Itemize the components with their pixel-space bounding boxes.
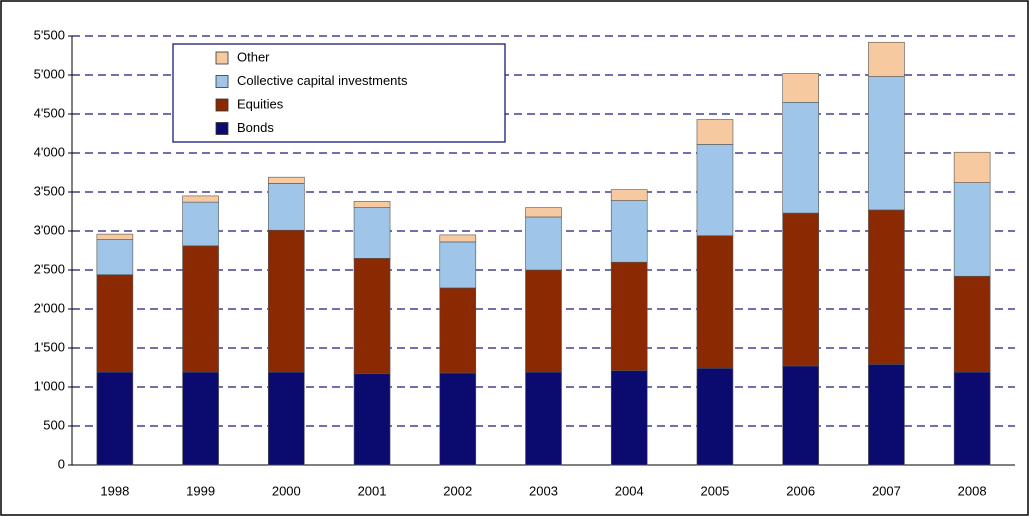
bar-segment xyxy=(525,216,562,271)
legend-swatch xyxy=(215,51,229,65)
x-tick-label: 2005 xyxy=(700,483,729,498)
bar-segment xyxy=(696,235,734,369)
legend-label: Other xyxy=(237,49,270,64)
bar-segment xyxy=(182,201,219,247)
bar-segment xyxy=(439,241,477,289)
x-tick-label: 2006 xyxy=(786,483,815,498)
legend-swatch xyxy=(215,75,229,88)
bar-segment xyxy=(353,201,391,208)
bar-segment xyxy=(868,364,905,466)
bar-segment xyxy=(610,261,648,371)
y-tick-label: 5'500 xyxy=(34,27,65,42)
legend-label: Collective capital investments xyxy=(237,73,408,88)
y-tick-label: 5'000 xyxy=(34,66,65,81)
bar-segment xyxy=(96,239,134,275)
y-tick-label: 500 xyxy=(43,417,65,432)
y-tick-label: 3'500 xyxy=(34,183,65,198)
bar-segment xyxy=(610,200,648,263)
y-tick-label: 4'500 xyxy=(34,105,65,120)
bar-segment xyxy=(696,144,734,236)
x-tick-label: 2002 xyxy=(443,483,472,498)
y-tick-label: 4'000 xyxy=(34,144,65,159)
bar-segment xyxy=(868,76,905,211)
bar-segment xyxy=(439,372,477,466)
bar-segment xyxy=(953,182,991,277)
bar-segment xyxy=(525,371,562,466)
bar-segment xyxy=(182,245,219,373)
y-tick-label: 1'500 xyxy=(34,339,65,354)
bar-segment xyxy=(268,229,305,373)
x-tick-label: 1998 xyxy=(100,483,129,498)
x-tick-label: 2000 xyxy=(272,483,301,498)
y-tick-label: 1'000 xyxy=(34,378,65,393)
bar-segment xyxy=(868,209,905,365)
bar-segment xyxy=(182,371,219,466)
bar-segment xyxy=(96,371,134,466)
bar-segment xyxy=(782,102,819,214)
bar-segment xyxy=(268,183,305,231)
bar-segment xyxy=(353,207,391,259)
y-tick-label: 2'000 xyxy=(34,300,65,315)
bar-segment xyxy=(610,370,648,466)
bar-segment xyxy=(696,119,734,145)
x-tick-label: 2003 xyxy=(529,483,558,498)
bar-segment xyxy=(525,207,562,218)
x-tick-label: 2007 xyxy=(872,483,901,498)
bar-segment xyxy=(953,371,991,466)
bar-segment xyxy=(353,257,391,375)
bar-segment xyxy=(696,367,734,466)
x-tick-label: 2001 xyxy=(358,483,387,498)
x-tick-label: 2004 xyxy=(615,483,644,498)
y-tick-label: 3'000 xyxy=(34,222,65,237)
bar-segment xyxy=(868,41,905,77)
bar-segment xyxy=(353,373,391,466)
bar-segment xyxy=(268,371,305,466)
bar-segment xyxy=(182,195,219,203)
bar-segment xyxy=(525,269,562,373)
bar-segment xyxy=(782,73,819,103)
bar-segment xyxy=(953,151,991,183)
y-tick-label: 0 xyxy=(58,456,65,471)
legend-swatch xyxy=(215,98,229,112)
x-tick-label: 1999 xyxy=(186,483,215,498)
bar-segment xyxy=(953,275,991,373)
bar-segment xyxy=(96,274,134,373)
bar-segment xyxy=(268,176,305,184)
bar-segment xyxy=(439,287,477,374)
bar-segment xyxy=(439,234,477,243)
x-tick-label: 2008 xyxy=(958,483,987,498)
y-tick-label: 2'500 xyxy=(34,261,65,276)
bar-segment xyxy=(782,365,819,466)
legend-label: Equities xyxy=(237,96,284,111)
bar-segment xyxy=(782,212,819,367)
bar-segment xyxy=(96,233,134,240)
legend-swatch xyxy=(215,122,229,135)
legend-label: Bonds xyxy=(237,120,274,135)
bar-segment xyxy=(610,189,648,201)
